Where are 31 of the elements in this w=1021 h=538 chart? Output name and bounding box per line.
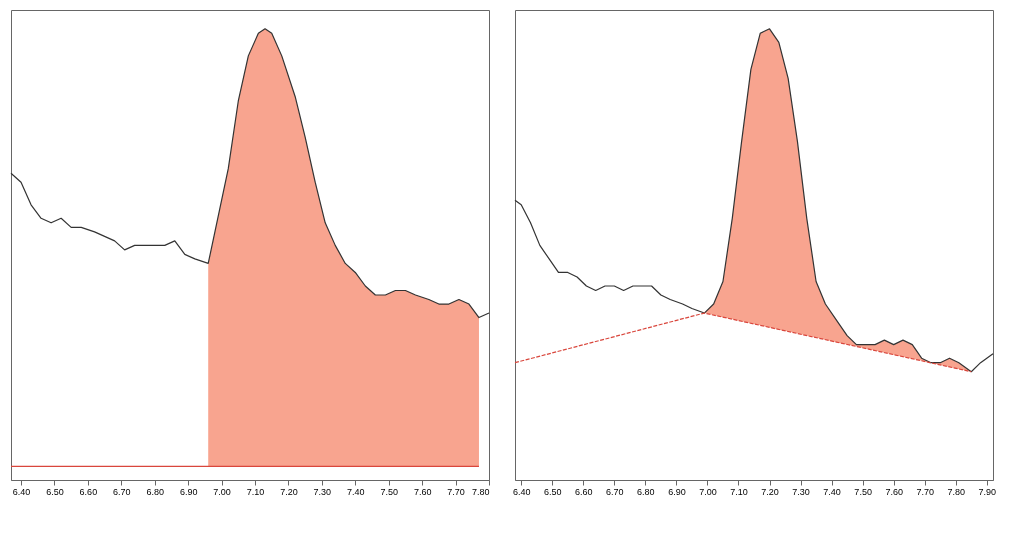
x-tick-label: 7.20 [761, 486, 779, 497]
x-tick-label: 7.40 [347, 486, 365, 497]
x-tick-label: 6.60 [79, 486, 98, 497]
x-tick-label: 7.00 [699, 486, 717, 497]
x-tick-label: 7.10 [730, 486, 748, 497]
x-tick-label: 6.60 [575, 486, 593, 497]
x-tick-label: 6.70 [113, 486, 131, 497]
x-tick-label: 7.60 [885, 486, 903, 497]
x-tick-label: 6.80 [637, 486, 655, 497]
x-tick-label: 7.50 [380, 486, 398, 497]
x-tick-label: 7.60 [413, 486, 432, 497]
x-tick-label: 7.30 [792, 486, 810, 497]
x-tick-label: 7.20 [280, 486, 298, 497]
x-tick-label: 6.40 [12, 486, 31, 497]
x-tick-label: 6.50 [46, 486, 64, 497]
x-tick-label: 7.90 [978, 486, 997, 497]
x-tick-label: 7.70 [447, 486, 465, 497]
x-tick-label: 6.90 [179, 486, 198, 497]
x-tick-label: 6.80 [146, 486, 164, 497]
x-tick-label: 6.50 [543, 486, 562, 497]
x-tick-label: 6.90 [668, 486, 686, 497]
x-tick-label: 7.10 [246, 486, 265, 497]
x-tick-label: 7.30 [313, 486, 332, 497]
x-tick-label: 6.70 [606, 486, 624, 497]
x-tick-label: 7.70 [916, 486, 934, 497]
x-tick-label: 7.00 [213, 486, 231, 497]
x-tick-label: 7.80 [947, 486, 966, 497]
x-tick-label: 7.80 [471, 486, 490, 497]
x-tick-label: 6.40 [512, 486, 531, 497]
x-tick-label: 7.40 [823, 486, 841, 497]
x-tick-label: 7.50 [854, 486, 872, 497]
